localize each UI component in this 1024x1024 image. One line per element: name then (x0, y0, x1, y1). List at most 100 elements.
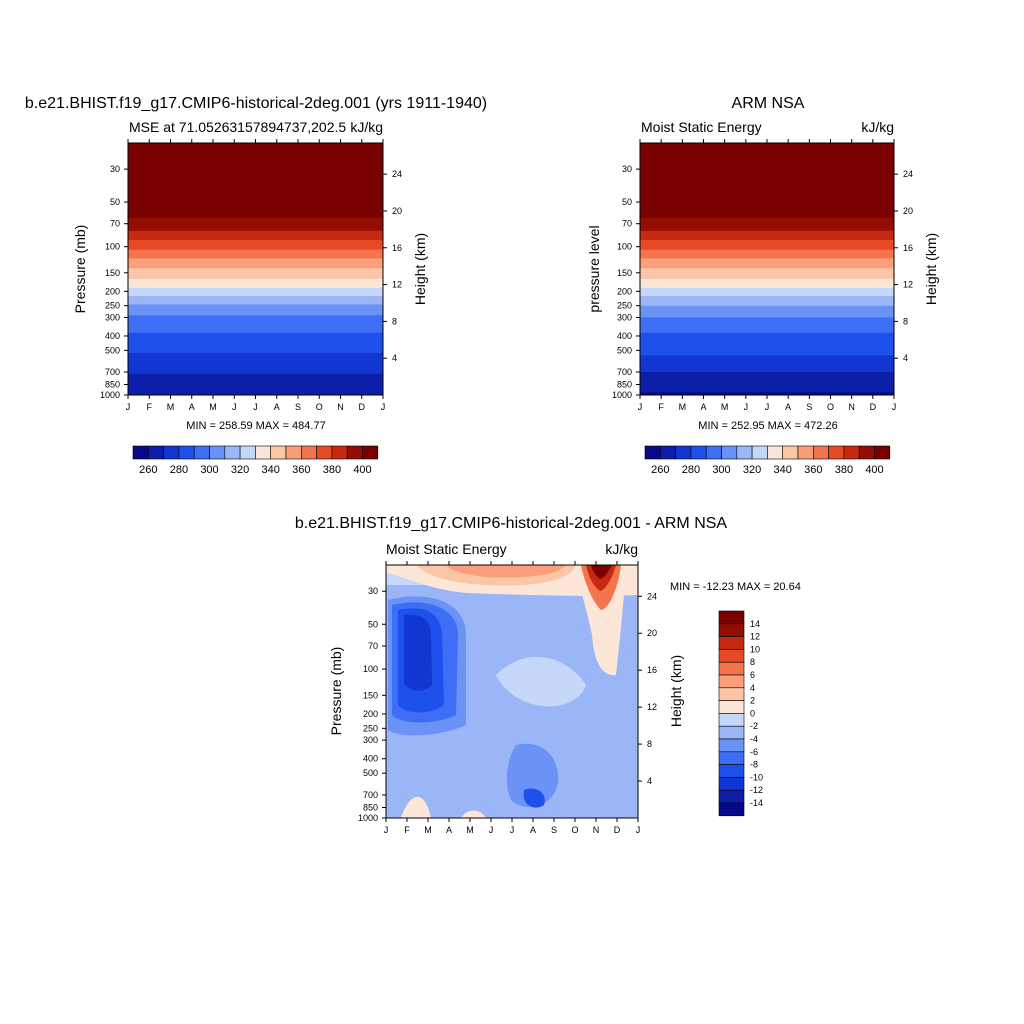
y-tick-label: 150 (363, 690, 378, 700)
x-tick-label: J (381, 402, 386, 412)
colorbar-tick-label: -14 (750, 798, 763, 808)
contour-band (591, 565, 612, 579)
colorbar-swatch (705, 445, 722, 460)
colorbar-swatch (874, 445, 891, 460)
x-tick-label: S (295, 402, 301, 412)
y-tick-label: 1000 (100, 390, 120, 400)
contour-band (446, 565, 566, 578)
colorbar-swatch (255, 445, 271, 460)
x-tick-label: M (721, 402, 729, 412)
x-tick-label: F (658, 402, 664, 412)
y-right-tick-label: 12 (392, 280, 402, 290)
colorbar-tick-label: 340 (262, 464, 280, 476)
colorbar-tick-label: -12 (750, 785, 763, 795)
x-tick-label: O (316, 402, 323, 412)
contour-band (128, 143, 383, 218)
colorbar-tick-label: 2 (750, 696, 755, 706)
colorbar-tick-label: 360 (804, 464, 822, 476)
x-tick-label: A (785, 402, 791, 412)
colorbar-swatch (828, 445, 845, 460)
x-tick-label: D (614, 825, 621, 835)
colorbar-swatch (659, 445, 676, 460)
x-tick-label: D (359, 402, 366, 412)
colorbar-swatch (718, 751, 745, 765)
colorbar-tick-label: 280 (682, 464, 700, 476)
y-tick-label: 850 (105, 380, 120, 390)
y-tick-label: 50 (622, 197, 632, 207)
y-right-tick-label: 20 (392, 206, 402, 216)
colorbar-swatch (718, 700, 745, 714)
contour-band (523, 788, 545, 808)
y-right-tick-label: 24 (647, 591, 657, 601)
x-tick-label: J (510, 825, 515, 835)
panel-obs-minmax: MIN = 252.95 MAX = 472.26 (698, 420, 837, 432)
colorbar-swatch (331, 445, 348, 460)
colorbar-swatch (675, 445, 692, 460)
colorbar-swatch (718, 764, 745, 778)
panel-diff-left-label: Moist Static Energy (386, 541, 507, 557)
y-right-tick-label: 4 (647, 776, 652, 786)
colorbar-swatch (316, 445, 333, 460)
colorbar-swatch (858, 445, 875, 460)
colorbar-swatch (843, 445, 860, 460)
x-tick-label: M (679, 402, 687, 412)
x-tick-label: J (232, 402, 237, 412)
x-tick-label: M (209, 402, 217, 412)
x-tick-label: J (384, 825, 389, 835)
y-right-tick-label: 8 (392, 316, 397, 326)
y-tick-label: 1000 (612, 390, 632, 400)
y-right-tick-label: 20 (647, 628, 657, 638)
colorbar-tick-label: 320 (743, 464, 761, 476)
panel-obs-title: ARM NSA (732, 95, 805, 112)
panel-model-minmax: MIN = 258.59 MAX = 484.77 (186, 420, 325, 432)
colorbar-swatch (751, 445, 768, 460)
x-tick-label: J (253, 402, 258, 412)
colorbar-tick-label: -6 (750, 747, 758, 757)
contour-band (461, 810, 486, 818)
y-tick-label: 300 (617, 312, 632, 322)
x-tick-label: M (167, 402, 175, 412)
x-tick-label: D (870, 402, 877, 412)
colorbar-swatch (690, 445, 707, 460)
panel-model-colorbar: 260 280 300 320 340 360 380 400 (132, 445, 379, 476)
panel-obs-contours (640, 143, 894, 395)
panel-model-ylabel-right: Height (km) (412, 233, 428, 305)
colorbar-tick-label: 380 (835, 464, 853, 476)
y-tick-label: 250 (617, 301, 632, 311)
y-right-tick-label: 12 (647, 702, 657, 712)
x-tick-label: S (551, 825, 557, 835)
colorbar-swatch (718, 623, 745, 637)
x-tick-label: F (147, 402, 153, 412)
colorbar-swatch (736, 445, 753, 460)
y-tick-label: 200 (105, 286, 120, 296)
x-tick-label: J (126, 402, 131, 412)
colorbar-swatch (300, 445, 317, 460)
panel-obs-left-label: Moist Static Energy (641, 119, 762, 135)
y-tick-label: 150 (105, 268, 120, 278)
y-right-tick-label: 4 (903, 353, 908, 363)
colorbar-swatch (148, 445, 164, 460)
colorbar-tick-label: 4 (750, 683, 755, 693)
panel-model: b.e21.BHIST.f19_g17.CMIP6-historical-2de… (25, 95, 487, 476)
colorbar-swatch (718, 649, 745, 663)
y-right-tick-label: 8 (903, 316, 908, 326)
colorbar-tick-label: 260 (651, 464, 669, 476)
x-tick-label: A (274, 402, 280, 412)
colorbar-swatch (224, 445, 241, 460)
colorbar-swatch (782, 445, 799, 460)
colorbar-swatch (718, 713, 745, 727)
contour-band (404, 614, 432, 691)
colorbar-tick-label: 280 (170, 464, 188, 476)
x-tick-label: O (571, 825, 578, 835)
x-tick-label: A (530, 825, 536, 835)
y-tick-label: 100 (363, 664, 378, 674)
colorbar-swatch (644, 445, 661, 460)
x-tick-label: N (337, 402, 344, 412)
colorbar-tick-label: 380 (323, 464, 341, 476)
colorbar-tick-label: -4 (750, 734, 758, 744)
colorbar-swatch (239, 445, 256, 460)
